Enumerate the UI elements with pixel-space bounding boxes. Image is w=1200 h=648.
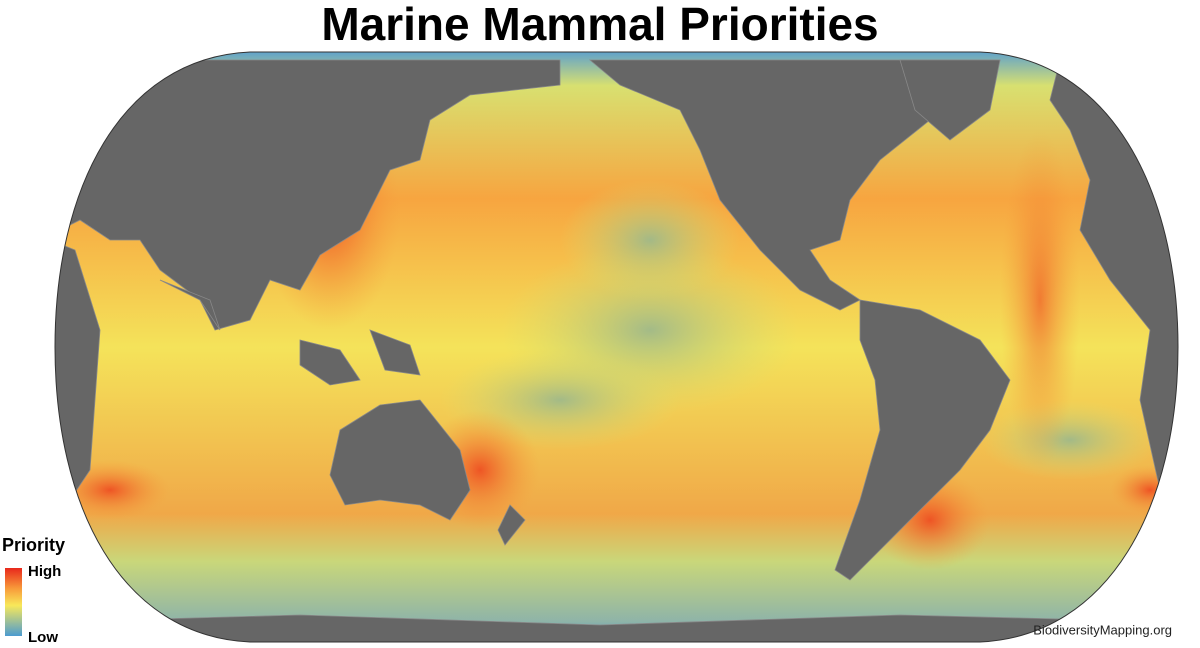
credit: BiodiversityMapping.org: [1033, 622, 1172, 637]
world-map: [55, 52, 1178, 642]
legend-high: High: [28, 563, 61, 580]
map-outline: [54, 51, 1179, 643]
legend-low: Low: [28, 629, 58, 646]
legend-colorbar: [5, 568, 22, 636]
legend-title: Priority: [2, 535, 65, 555]
map-title: Marine Mammal Priorities: [321, 0, 878, 50]
